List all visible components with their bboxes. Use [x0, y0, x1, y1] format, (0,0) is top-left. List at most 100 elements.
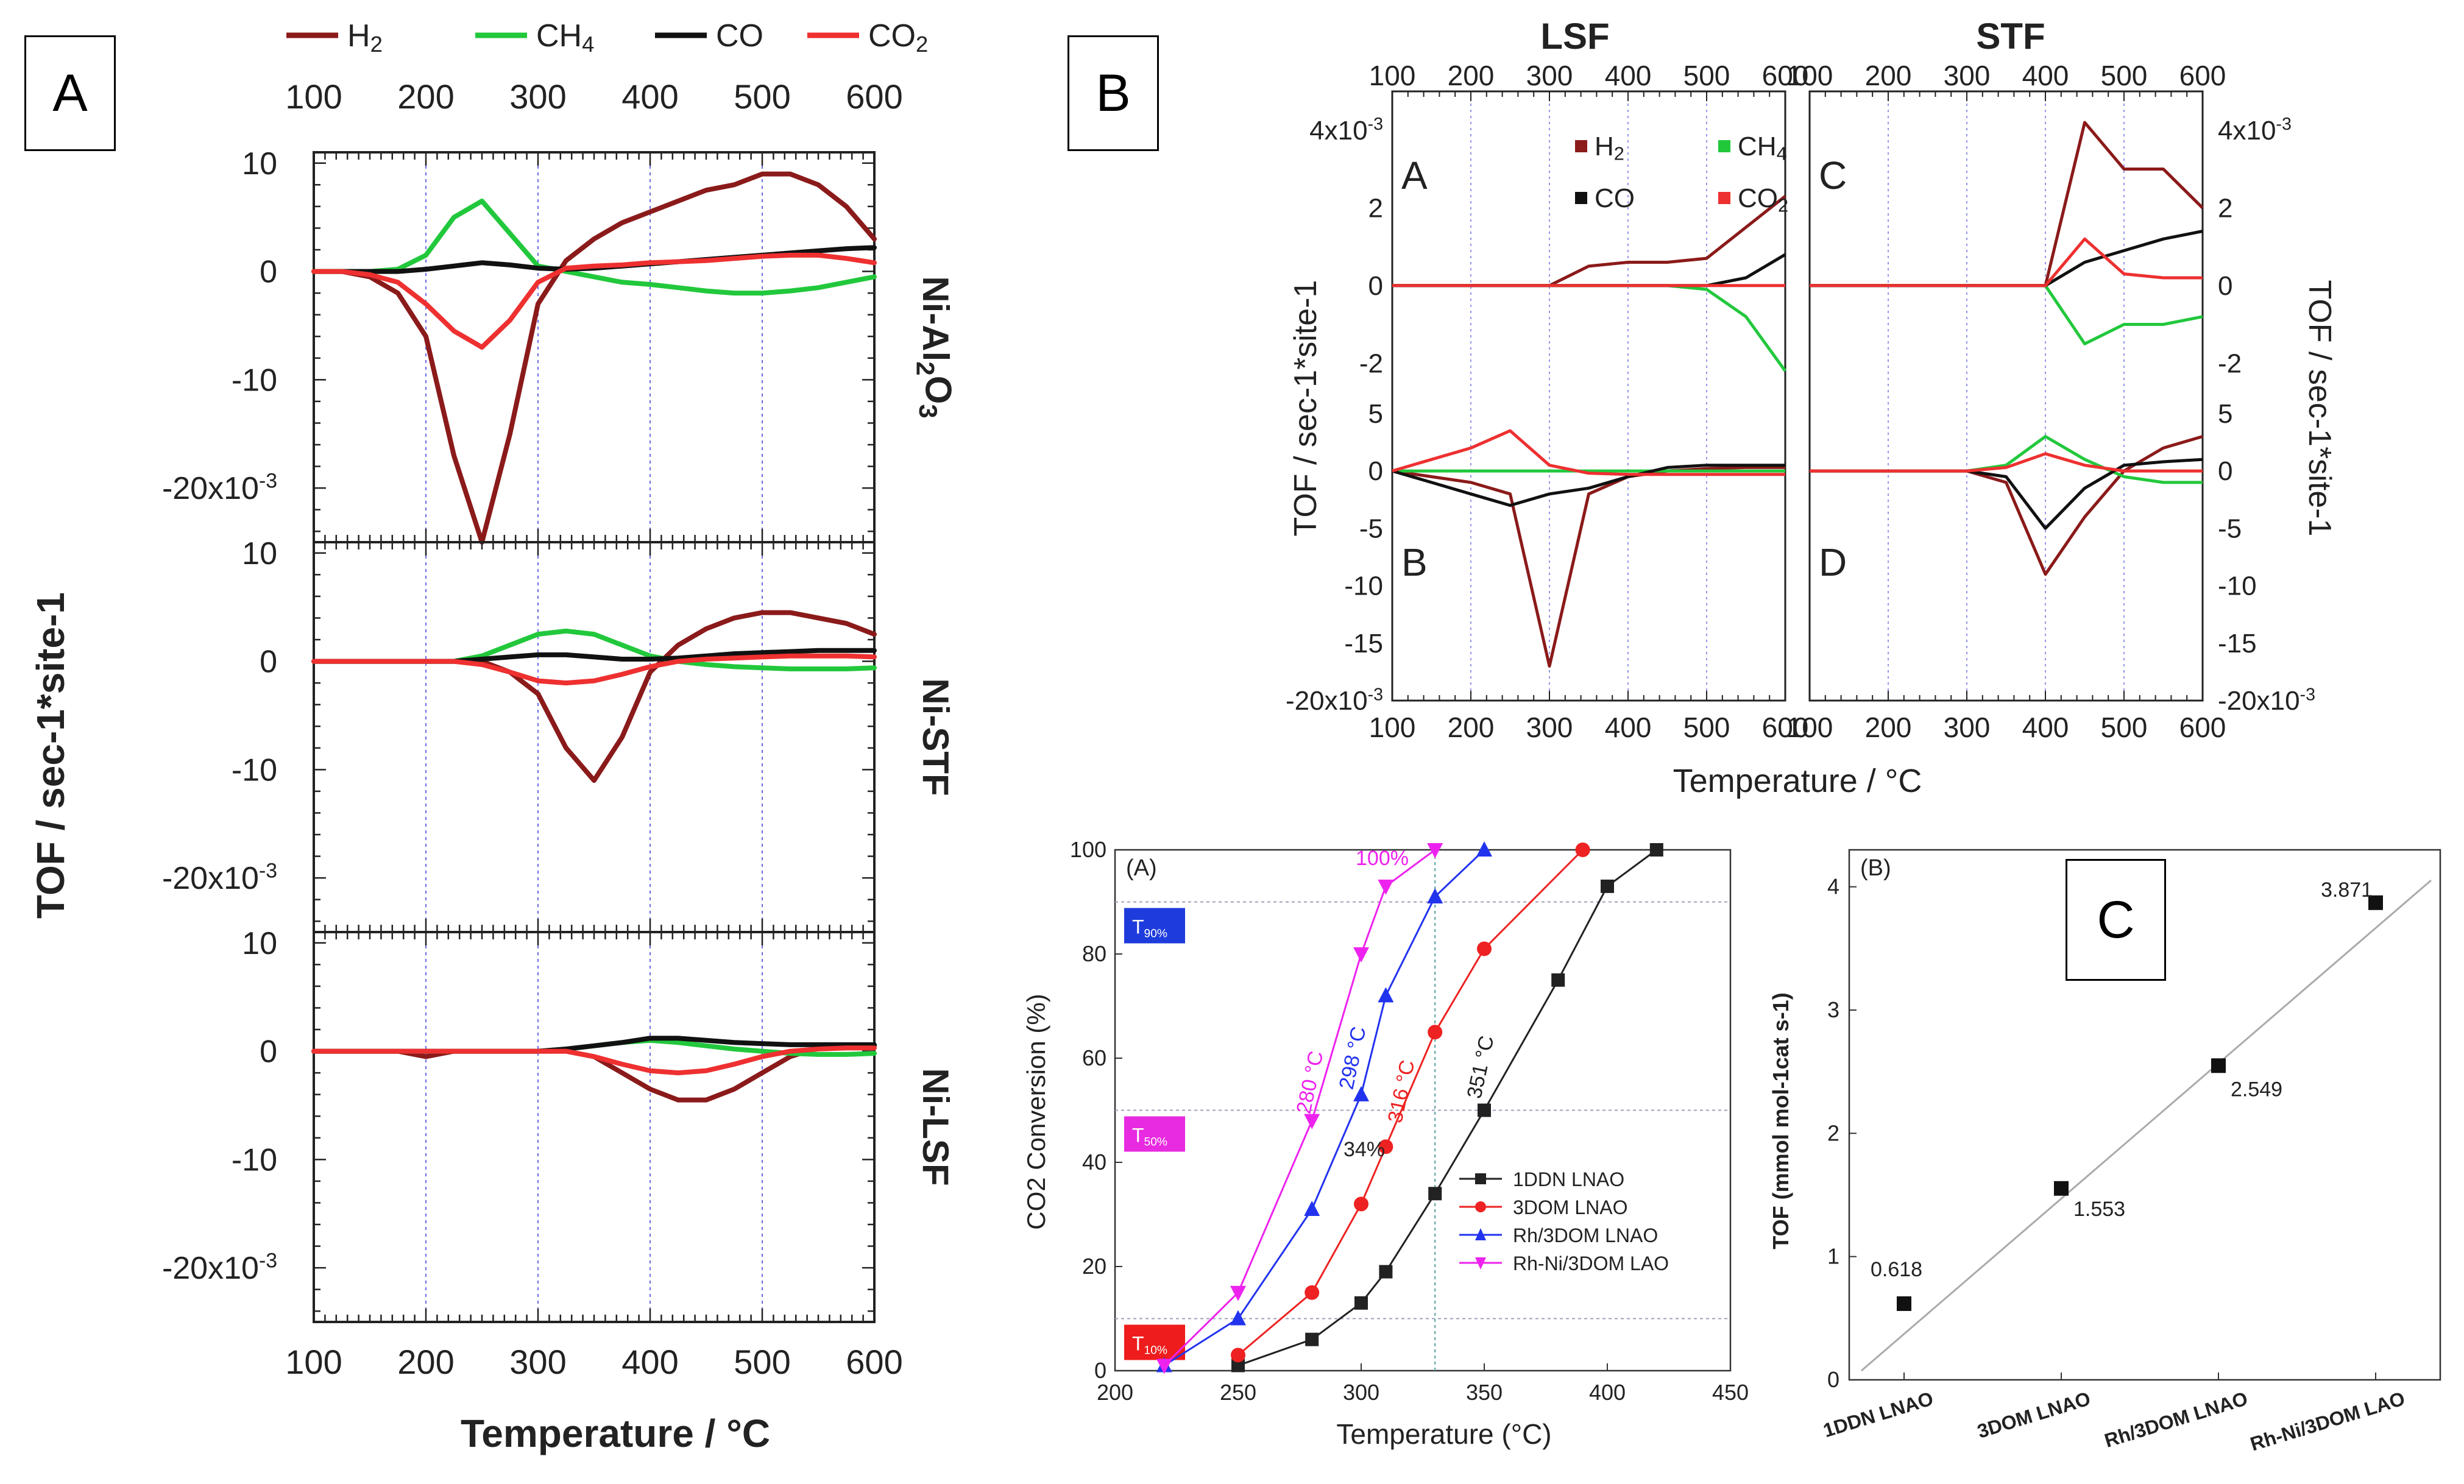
figB-series-a-co	[1392, 253, 1786, 288]
figA-legend-label-co: CO	[716, 18, 763, 54]
figC-left-xtick-250: 250	[1220, 1380, 1256, 1405]
figB-bottom-ytick-right: 5	[2218, 399, 2232, 429]
figC-left-point	[1378, 987, 1394, 1003]
figC-left-point	[1601, 879, 1614, 893]
text-run: -20x10	[1286, 686, 1368, 716]
figA-bottom-tick-500: 500	[734, 1343, 790, 1381]
figB-legend-label-ch4: CH4	[1738, 132, 1787, 164]
text-run: CO	[868, 18, 916, 54]
figC-left-point	[1427, 843, 1443, 858]
figB-bottom-ytick-right: -20x10-3	[2218, 685, 2315, 716]
text-run: 3	[914, 404, 943, 418]
figC-left-xlabel: Temperature (°C)	[1336, 1418, 1551, 1450]
figC-right-point-1ddn-lnao	[1897, 1296, 1911, 1311]
figB-top-ytick-right: -2	[2218, 348, 2242, 378]
figC-left-xtick-400: 400	[1589, 1380, 1626, 1405]
figB-top-tick-600: 600	[1762, 60, 1809, 91]
figC-left-point	[1230, 1285, 1246, 1301]
figC-right-value-label: 1.553	[2073, 1198, 2125, 1221]
figB-top-tick-200: 200	[1865, 60, 1912, 91]
text-run: Ni-Al	[915, 276, 956, 361]
text-run: 2	[370, 32, 383, 57]
figB-bottom-tick-600: 600	[2179, 712, 2226, 743]
figC-left-legend-label-rh-3dom-lnao: Rh/3DOM LNAO	[1513, 1224, 1658, 1246]
figB-top-ytick-right: 2	[2218, 193, 2232, 223]
figC-left-annotation-100: 100%	[1356, 847, 1409, 870]
figB-legend-swatch-co2	[1718, 192, 1730, 204]
figB-top-tick-200: 200	[1448, 60, 1495, 91]
figA-series-ni-stf-co2	[311, 653, 877, 686]
figB-bottom-tick-200: 200	[1865, 712, 1912, 743]
figC-right-ylabel: TOF (mmol mol-1cat s-1)	[1768, 992, 1793, 1249]
figB-top-tick-500: 500	[1683, 60, 1730, 91]
figA-panel-name-ni-al2o3: Ni-Al2O3	[912, 276, 959, 418]
figB-panels: 1001002002003003004004005005006006001001…	[1286, 60, 2315, 743]
text-run: CO	[1738, 183, 1778, 213]
figB-series-b-h2	[1392, 465, 1785, 668]
figB-bottom-tick-100: 100	[1786, 712, 1833, 743]
figA-panels: 100-10-20x10-3Ni-Al2O3100-10-20x10-3Ni-S…	[162, 146, 959, 1323]
text-run: 2	[1614, 143, 1624, 164]
figB-bottom-tick-500: 500	[2101, 712, 2148, 743]
figA-top-tick-100: 100	[285, 77, 342, 116]
figB-legend-label-co: CO	[1595, 183, 1635, 213]
figA-top-tick-500: 500	[734, 77, 790, 116]
figC-left-threshold-box-t50	[1124, 1116, 1185, 1152]
figB-legend-label-co2: CO2	[1738, 183, 1788, 216]
figA-group: H2 CH4 CO CO2 100 200 300 400 500 600 100-10-20x…	[29, 18, 959, 1455]
figA-series-ni-al2o3-h2	[311, 171, 877, 545]
text-run: -20x10	[162, 471, 259, 506]
text-run: 10%	[1144, 1344, 1167, 1357]
figC-left-legend-label-1ddn-lnao: 1DDN LNAO	[1513, 1168, 1624, 1190]
figA-ytick-label: -10	[232, 362, 277, 398]
figB-title-lsf: LSF	[1540, 16, 1609, 57]
figB-title-stf: STF	[1976, 16, 2045, 57]
text-run: 4	[582, 32, 594, 57]
figB-panel-letter-a: A	[1401, 154, 1428, 197]
panel-label-a: A	[24, 35, 116, 151]
figC-left-xtick-200: 200	[1097, 1380, 1133, 1405]
figC-left-point	[1354, 1296, 1368, 1310]
figB-top-ytick-left: 2	[1368, 193, 1383, 223]
figC-left-xtick-350: 350	[1466, 1380, 1503, 1405]
figB-bottom-ytick-left: -15	[1344, 629, 1383, 659]
text-run: -3	[1368, 685, 1383, 704]
figC-left-point	[1304, 1200, 1320, 1216]
figC-right-ytick-4: 4	[1827, 874, 1839, 899]
figB-legend-swatch-ch4	[1718, 140, 1730, 152]
figA-ytick-label: -20x10-3	[162, 860, 277, 897]
figC-left-point	[1305, 1332, 1319, 1346]
figC-left-point	[1230, 1310, 1246, 1326]
figB-ylabel-right: TOF / sec-1*site-1	[2302, 280, 2337, 537]
figB-panel-letter-c: C	[1819, 154, 1847, 197]
figB-legend-label-h2: H2	[1595, 132, 1624, 164]
figA-panel-frame	[313, 151, 876, 543]
figA-bottom-tick-200: 200	[397, 1343, 454, 1381]
figC-left-annotation-34: 34%	[1344, 1138, 1385, 1161]
figC-left-point	[1304, 1114, 1320, 1129]
figA-ytick-label: -10	[232, 752, 277, 788]
figC-left-legend-label-3dom-lnao: 3DOM LNAO	[1513, 1196, 1627, 1218]
text-run: 2	[912, 361, 940, 375]
figC-right-ytick-2: 2	[1827, 1120, 1839, 1145]
figC-left-point	[1354, 1196, 1368, 1212]
figC-left-series-1ddn-lnao	[1231, 843, 1663, 1373]
figC-right-panel-label: (B)	[1860, 855, 1891, 881]
figA-ytick-label: 0	[260, 1034, 277, 1070]
text-run: -3	[259, 470, 277, 493]
figA-series-ni-lsf-co2	[311, 1045, 877, 1076]
figA-ytick-label: 10	[242, 146, 277, 182]
figC-left-line-rh-3dom-lnao	[1163, 849, 1485, 1366]
figB-top-ytick-left: -2	[1359, 348, 1383, 378]
figA-panel-ni-stf: 10 0 -10 -20x10-3 Ni-STF	[162, 536, 956, 933]
figC-left-ytick-40: 40	[1082, 1150, 1106, 1175]
figB-group: LSF STF 10010020020030030040040050050060…	[1286, 16, 2337, 799]
figB-top-ytick-right: 0	[2218, 271, 2232, 301]
figC-right-category-3dom-lnao: 3DOM LNAO	[1975, 1387, 2093, 1443]
figB-frame	[1391, 90, 1786, 702]
figA-legend-label-ch4: CH4	[536, 18, 594, 57]
figC-right-trend-line	[1861, 879, 2432, 1372]
figA-legend-label-h2: H2	[347, 18, 383, 57]
figC-right-ytick-0: 0	[1827, 1367, 1839, 1392]
